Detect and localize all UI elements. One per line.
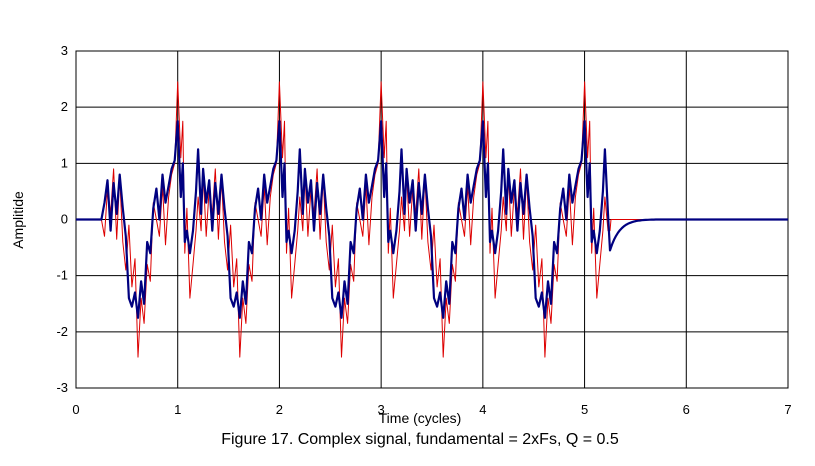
series-line-input: [76, 81, 788, 358]
y-tick-label: -3: [56, 380, 68, 395]
x-tick-label: 5: [581, 402, 588, 417]
figure-caption: Figure 17. Complex signal, fundamental =…: [221, 431, 619, 448]
y-axis-ticks: -3 -2 -1 0 1 2 3: [56, 43, 68, 395]
x-tick-label: 3: [378, 402, 385, 417]
y-tick-label: -2: [56, 324, 68, 339]
x-tick-label: 0: [72, 402, 79, 417]
x-tick-label: 2: [276, 402, 283, 417]
series-line-output: [76, 120, 788, 319]
x-axis-title: Time (cycles): [379, 410, 462, 426]
y-tick-label: 1: [61, 155, 68, 170]
y-tick-label: -1: [56, 268, 68, 283]
y-axis-title: Amplitide: [10, 191, 26, 249]
x-tick-label: 1: [174, 402, 181, 417]
y-tick-label: 3: [61, 43, 68, 58]
x-tick-label: 7: [784, 402, 791, 417]
x-tick-label: 6: [683, 402, 690, 417]
y-tick-label: 2: [61, 99, 68, 114]
y-tick-label: 0: [61, 212, 68, 227]
x-tick-label: 4: [479, 402, 486, 417]
x-axis-ticks: 0 1 2 3 4 5 6 7: [72, 402, 791, 417]
series-layer: [76, 81, 788, 358]
